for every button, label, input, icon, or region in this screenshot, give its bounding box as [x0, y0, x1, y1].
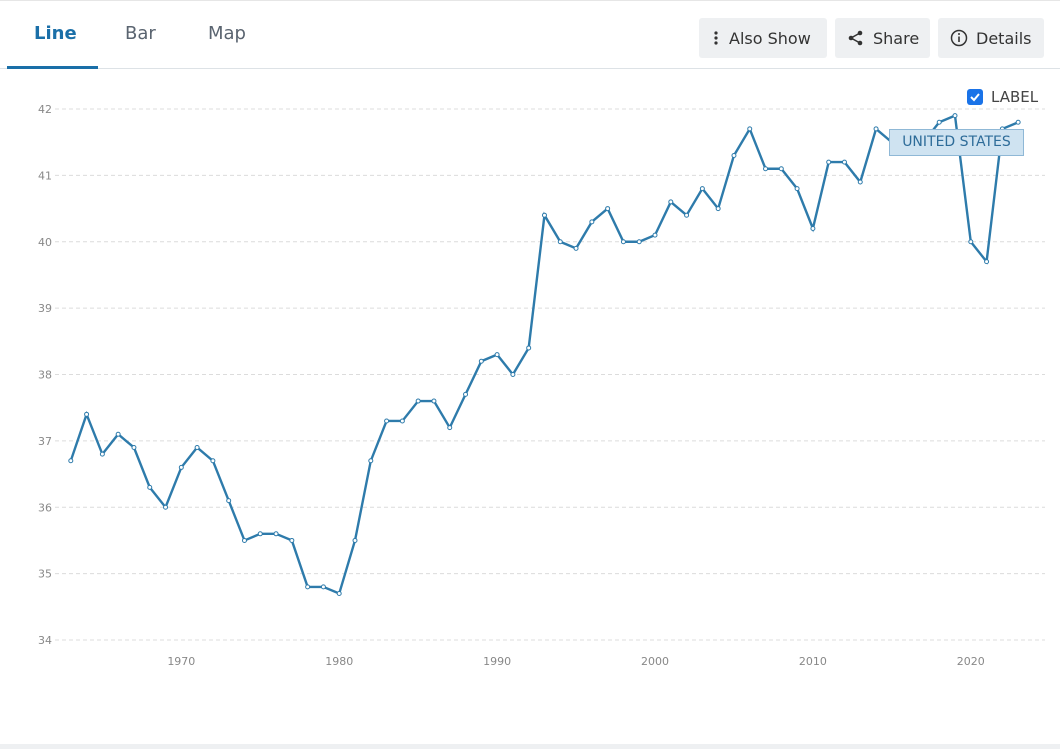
- data-point: [478, 358, 484, 364]
- button-label: Share: [873, 28, 920, 48]
- data-point: [320, 584, 326, 590]
- x-tick-label: 1990: [483, 655, 511, 668]
- data-point: [415, 398, 421, 404]
- data-point: [652, 232, 658, 238]
- data-point: [699, 186, 705, 192]
- data-point: [241, 537, 247, 543]
- data-point: [731, 152, 737, 158]
- data-point: [226, 498, 232, 504]
- data-point: [84, 411, 90, 417]
- info-icon: [950, 29, 968, 47]
- data-point: [810, 225, 816, 231]
- data-point: [131, 445, 137, 451]
- data-point: [210, 458, 216, 464]
- data-point: [115, 431, 121, 437]
- data-point: [526, 345, 532, 351]
- more-icon: [714, 31, 718, 45]
- data-point: [778, 166, 784, 172]
- tab-line[interactable]: Line: [34, 23, 77, 44]
- y-tick-label: 37: [38, 435, 52, 448]
- y-tick-label: 35: [38, 568, 52, 581]
- series-label: UNITED STATES: [889, 129, 1024, 156]
- x-tick-label: 2000: [641, 655, 669, 668]
- x-tick-label: 1970: [167, 655, 195, 668]
- data-point: [541, 212, 547, 218]
- y-tick-label: 40: [38, 236, 52, 249]
- data-point: [273, 531, 279, 537]
- data-point: [841, 159, 847, 165]
- y-tick-label: 38: [38, 369, 52, 382]
- data-point: [620, 239, 626, 245]
- data-point: [447, 425, 453, 431]
- data-point: [163, 504, 169, 510]
- footer-bar: [0, 744, 1060, 749]
- data-point: [636, 239, 642, 245]
- data-point: [68, 458, 74, 464]
- data-point: [936, 119, 942, 125]
- checkbox[interactable]: [967, 89, 983, 105]
- y-tick-label: 34: [38, 634, 52, 647]
- data-point: [352, 537, 358, 543]
- data-point: [605, 206, 611, 212]
- data-point: [826, 159, 832, 165]
- data-point: [305, 584, 311, 590]
- x-tick-label: 2020: [957, 655, 985, 668]
- data-point: [384, 418, 390, 424]
- data-point: [336, 591, 342, 597]
- data-point: [968, 239, 974, 245]
- data-point: [257, 531, 263, 537]
- data-point: [668, 199, 674, 205]
- data-point: [573, 245, 579, 251]
- data-point: [589, 219, 595, 225]
- details-button[interactable]: Details: [938, 18, 1044, 58]
- data-point: [984, 259, 990, 265]
- tab-bar[interactable]: Bar: [125, 23, 156, 44]
- data-point: [763, 166, 769, 172]
- y-tick-label: 42: [38, 103, 52, 116]
- label-toggle[interactable]: LABEL: [967, 88, 1038, 106]
- check-icon: [970, 93, 980, 102]
- data-point: [399, 418, 405, 424]
- series-line: [69, 113, 1019, 596]
- share-button[interactable]: Share: [835, 18, 930, 58]
- data-point: [684, 212, 690, 218]
- y-tick-label: 41: [38, 169, 52, 182]
- data-point: [494, 352, 500, 358]
- tab-map[interactable]: Map: [208, 23, 246, 44]
- share-icon: [848, 30, 863, 46]
- data-point: [194, 445, 200, 451]
- also-show-button[interactable]: Also Show: [699, 18, 827, 58]
- x-tick-label: 1980: [325, 655, 353, 668]
- data-point: [510, 372, 516, 377]
- data-point: [557, 239, 563, 245]
- button-label: Also Show: [729, 28, 811, 48]
- data-point: [794, 186, 800, 192]
- data-point: [715, 206, 721, 212]
- y-tick-label: 39: [38, 302, 52, 315]
- toolbar: Line Bar Map Also Show Share Details: [0, 0, 1060, 69]
- data-point: [747, 126, 753, 132]
- data-point: [147, 484, 153, 490]
- active-tab-indicator: [7, 66, 98, 69]
- data-point: [289, 537, 295, 543]
- data-point: [857, 179, 863, 185]
- y-tick-label: 36: [38, 501, 52, 514]
- x-tick-label: 2010: [799, 655, 827, 668]
- toggle-label: LABEL: [991, 88, 1039, 106]
- data-point: [431, 398, 437, 404]
- data-point: [873, 126, 879, 132]
- data-point: [368, 458, 374, 464]
- chart: 34 35 36 37 38 39 40 41 42 1970 1980 1990 2000 2010 20…: [38, 103, 1045, 668]
- data-point: [952, 113, 958, 119]
- button-label: Details: [976, 28, 1032, 48]
- data-point: [1015, 119, 1021, 125]
- data-point: [463, 391, 469, 397]
- data-point: [178, 464, 184, 470]
- data-point: [99, 451, 105, 457]
